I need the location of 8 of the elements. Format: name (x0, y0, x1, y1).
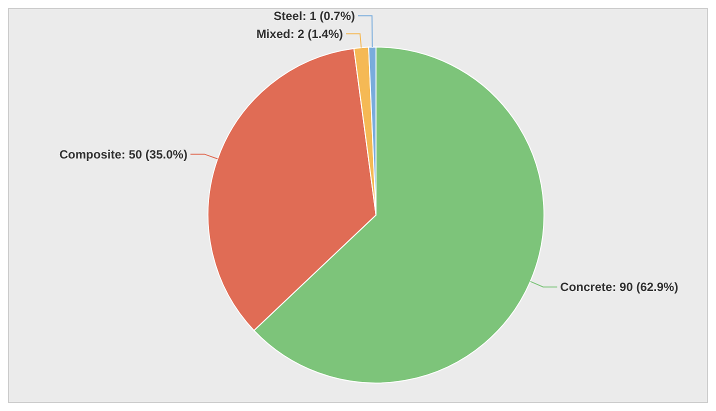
slice-label: Mixed (256, 26, 290, 41)
data-label: : 50 (35.0%) (121, 147, 188, 162)
data-label: : 90 (62.9%) (612, 280, 678, 294)
slice-label: Steel (274, 8, 302, 23)
slice-label: Concrete (560, 280, 613, 294)
slice-label: Composite (59, 147, 122, 162)
data-label: : 2 (1.4%) (290, 26, 344, 41)
data-label: : 1 (0.7%) (302, 8, 355, 23)
